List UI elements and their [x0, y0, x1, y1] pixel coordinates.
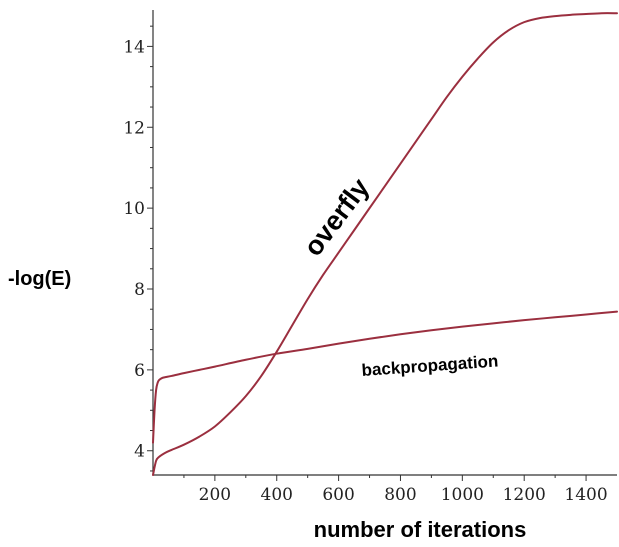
overfly-curve: [152, 12, 618, 476]
chart-series: [152, 12, 618, 476]
y-tick-label: 8: [134, 280, 145, 300]
y-tick-label: 12: [123, 118, 145, 138]
y-tick-label: 14: [123, 37, 145, 57]
x-tick-label: 600: [322, 485, 354, 505]
x-tick-label: 400: [261, 485, 293, 505]
y-tick-label: 4: [134, 442, 145, 462]
y-axis-title: -log(E): [8, 268, 71, 290]
x-tick-label: 1200: [503, 485, 546, 505]
x-tick-label: 1400: [564, 485, 607, 505]
backpropagation-series-label: backpropagation: [361, 351, 499, 380]
y-tick-label: 10: [123, 199, 145, 219]
x-tick-label: 800: [384, 485, 416, 505]
chart-axes: [152, 10, 617, 476]
x-tick-label: 200: [199, 485, 231, 505]
x-tick-label: 1000: [441, 485, 484, 505]
chart-ticks: 4 6 8 10 12 14 200 400 600 800 1000 1200 1400: [123, 25, 608, 505]
backpropagation-curve: [152, 310, 618, 444]
x-axis-title: number of iterations: [314, 517, 527, 542]
y-tick-label: 6: [134, 361, 145, 381]
